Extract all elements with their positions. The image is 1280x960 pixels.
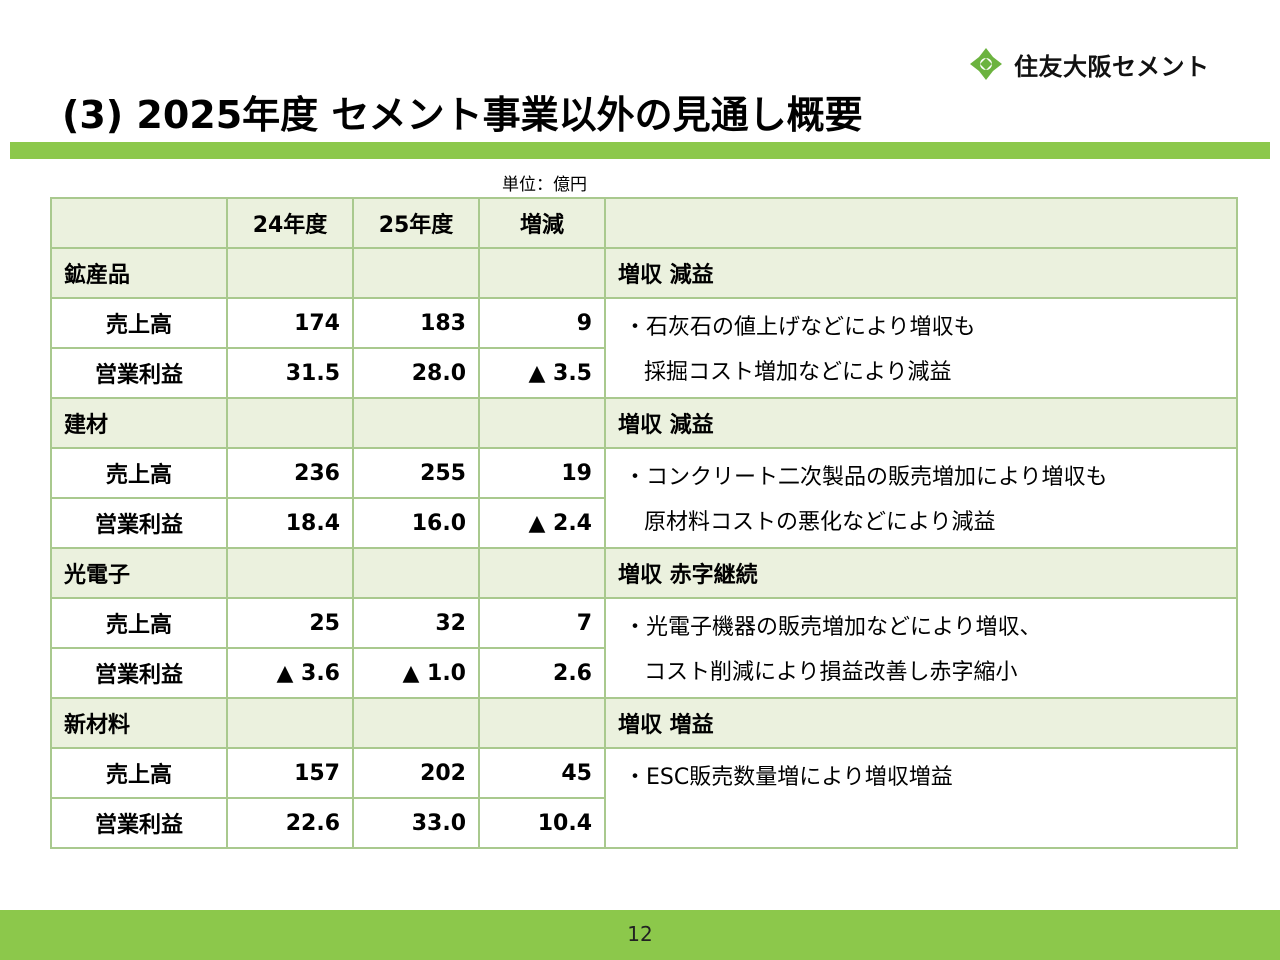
segment-name: 新材料: [50, 697, 228, 749]
row-label: 売上高: [50, 447, 228, 499]
segment-description: ・光電子機器の販売増加などにより増収、 コスト削減により損益改善し赤字縮小: [604, 597, 1238, 699]
segment-empty-cell: [226, 697, 354, 749]
value-fy24: 174: [226, 297, 354, 349]
value-fy25: 33.0: [352, 797, 480, 849]
row-label: 売上高: [50, 297, 228, 349]
value-fy25: 32: [352, 597, 480, 649]
table-row: 売上高 157 202 45 ・ESC販売数量増により増収増益: [50, 747, 1238, 849]
segment-header-row: 鉱産品 増収 減益: [50, 247, 1238, 299]
table-row: 売上高 236 255 19 ・コンクリート二次製品の販売増加により増収も 原材料コストの…: [50, 447, 1238, 549]
description-line: 原材料コストの悪化などにより減益: [644, 510, 996, 535]
segment-empty-cell: [352, 547, 480, 599]
value-fy24: 157: [226, 747, 354, 799]
table-row: 売上高 174 183 9 ・石灰石の値上げなどにより増収も 採掘コスト増加などにより減益: [50, 297, 1238, 399]
segment-empty-cell: [226, 247, 354, 299]
outlook-table: 24年度 25年度 増減 鉱産品 増収 減益 売上高 174 183 9 ・石灰石の値上げな…: [50, 197, 1238, 849]
segment-name: 建材: [50, 397, 228, 449]
segment-empty-cell: [478, 697, 606, 749]
title-underline: [10, 142, 1270, 159]
row-label: 営業利益: [50, 647, 228, 699]
value-diff: 19: [478, 447, 606, 499]
row-label: 営業利益: [50, 497, 228, 549]
description-line: コスト削減により損益改善し赤字縮小: [644, 660, 1018, 685]
page-number: 12: [627, 922, 653, 946]
footer-bar: [0, 910, 1280, 960]
value-fy24: 18.4: [226, 497, 354, 549]
header-cell-diff: 増減: [478, 197, 606, 249]
segment-summary: 増収 増益: [604, 697, 1238, 749]
header-cell-comment: [604, 197, 1238, 249]
table-row: 売上高 25 32 7 ・光電子機器の販売増加などにより増収、 コスト削減により損益改善し…: [50, 597, 1238, 699]
unit-label: 単位：億円: [502, 175, 587, 195]
table-header-row: 24年度 25年度 増減: [50, 197, 1238, 249]
value-diff: 45: [478, 747, 606, 799]
value-fy25: 16.0: [352, 497, 480, 549]
segment-empty-cell: [352, 397, 480, 449]
row-label: 売上高: [50, 747, 228, 799]
logo-text: 住友大阪セメント: [1014, 52, 1210, 81]
segment-description: ・ESC販売数量増により増収増益: [604, 747, 1238, 849]
segment-header-row: 光電子 増収 赤字継続: [50, 547, 1238, 599]
value-diff: 9: [478, 297, 606, 349]
segment-header-row: 新材料 増収 増益: [50, 697, 1238, 749]
segment-empty-cell: [478, 397, 606, 449]
value-fy24: ▲ 3.6: [226, 647, 354, 699]
description-line: 採掘コスト増加などにより減益: [644, 360, 952, 385]
description-line: ・コンクリート二次製品の販売増加により増収も: [624, 465, 1108, 490]
logo-mark-icon: [970, 48, 1002, 80]
table-row: 営業利益 ▲ 3.6 ▲ 1.0 2.6: [50, 647, 1237, 699]
description-line: ・石灰石の値上げなどにより増収も: [624, 315, 976, 340]
segment-summary: 増収 赤字継続: [604, 547, 1238, 599]
header-cell-fy25: 25年度: [352, 197, 480, 249]
segment-empty-cell: [226, 547, 354, 599]
segment-name: 鉱産品: [50, 247, 228, 299]
row-label: 営業利益: [50, 797, 228, 849]
value-fy25: 183: [352, 297, 480, 349]
segment-empty-cell: [352, 247, 480, 299]
table-row: 営業利益 18.4 16.0 ▲ 2.4: [50, 497, 1237, 549]
value-diff: ▲ 2.4: [478, 497, 606, 549]
value-fy24: 236: [226, 447, 354, 499]
description-line: ・光電子機器の販売増加などにより増収、: [624, 615, 1042, 640]
segment-summary: 増収 減益: [604, 247, 1238, 299]
value-fy24: 25: [226, 597, 354, 649]
segment-empty-cell: [478, 247, 606, 299]
value-diff: 7: [478, 597, 606, 649]
value-fy25: 255: [352, 447, 480, 499]
value-fy25: 202: [352, 747, 480, 799]
table-row: 営業利益 31.5 28.0 ▲ 3.5: [50, 347, 1237, 399]
segment-summary: 増収 減益: [604, 397, 1238, 449]
value-fy25: 28.0: [352, 347, 480, 399]
page-title: (3) 2025年度 セメント事業以外の見通し概要: [62, 93, 863, 137]
header-cell-fy24: 24年度: [226, 197, 354, 249]
segment-empty-cell: [478, 547, 606, 599]
value-diff: 10.4: [478, 797, 606, 849]
header-cell-empty: [50, 197, 228, 249]
value-diff: 2.6: [478, 647, 606, 699]
value-fy24: 31.5: [226, 347, 354, 399]
company-logo: 住友大阪セメント: [966, 44, 1210, 84]
row-label: 営業利益: [50, 347, 228, 399]
segment-header-row: 建材 増収 減益: [50, 397, 1238, 449]
table-row: 営業利益 22.6 33.0 10.4: [50, 797, 1237, 849]
value-diff: ▲ 3.5: [478, 347, 606, 399]
segment-description: ・石灰石の値上げなどにより増収も 採掘コスト増加などにより減益: [604, 297, 1238, 399]
segment-name: 光電子: [50, 547, 228, 599]
segment-empty-cell: [352, 697, 480, 749]
segment-description: ・コンクリート二次製品の販売増加により増収も原材料コストの悪化などにより減益: [604, 447, 1238, 549]
value-fy24: 22.6: [226, 797, 354, 849]
description-line: ・ESC販売数量増により増収増益: [624, 765, 953, 790]
row-label: 売上高: [50, 597, 228, 649]
value-fy25: ▲ 1.0: [352, 647, 480, 699]
segment-empty-cell: [226, 397, 354, 449]
